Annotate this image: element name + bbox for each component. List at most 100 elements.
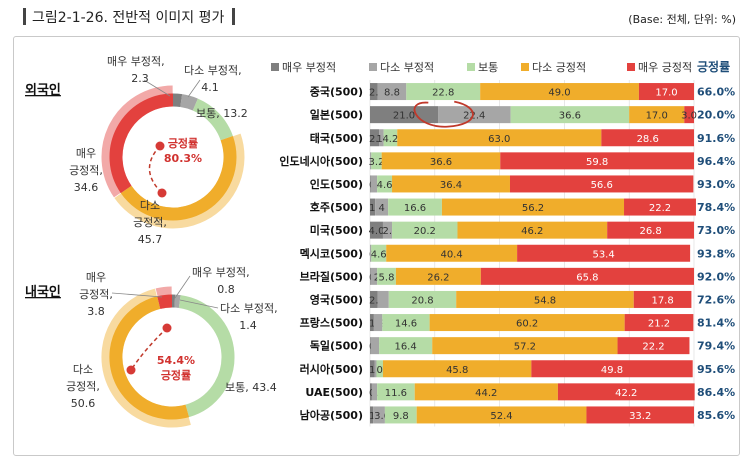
donut-center-value: 54.4% (157, 354, 195, 367)
legend-swatch-보통 (467, 63, 475, 71)
category-label: 일본(500) (310, 108, 363, 122)
donut-segment-보통 (178, 295, 235, 418)
title-bar-left (23, 8, 26, 25)
data-label: 44.2 (475, 388, 497, 399)
data-label: 20.2 (414, 226, 436, 237)
bar-segment-보통 (371, 152, 382, 170)
donut-label: 3.8 (87, 305, 105, 318)
data-label: 16.6 (404, 203, 426, 214)
donut-title: 외국인 (25, 82, 61, 98)
rate-value: 93.8% (697, 247, 735, 260)
legend-label-매우 긍정적: 매우 긍정적 (638, 61, 692, 74)
bar-segment-매우 긍정적 (500, 152, 694, 170)
rate-value: 96.4% (697, 155, 735, 168)
data-label: 26.8 (639, 226, 661, 237)
bar-segment-다소 긍정적 (429, 314, 625, 332)
category-label: UAE(500) (305, 386, 363, 399)
donut-dashed-connector (148, 145, 163, 194)
data-label: 45.8 (446, 365, 468, 376)
bar-segment-다소 부정적 (377, 83, 407, 101)
bar-segment-보통 (392, 221, 458, 239)
bar-segment-매우 부정적 (370, 290, 378, 308)
donut-label: 보통, 13.2 (196, 107, 248, 120)
donut-label: 매우 부정적, (192, 266, 250, 279)
rate-value: 86.4% (697, 386, 735, 399)
data-label: 5.8 (379, 272, 395, 283)
bar-segment-매우 부정적 (370, 198, 376, 216)
bar-segment-보통 (376, 360, 383, 378)
donut-label: 1.4 (239, 319, 257, 332)
data-label: 22.4 (463, 111, 485, 122)
data-label: 3.0 (681, 111, 697, 122)
category-label: 러시아(500) (300, 362, 363, 376)
legend-label-다소 부정적: 다소 부정적 (380, 61, 434, 74)
legend-label-보통: 보통 (478, 61, 498, 74)
bar-segment-매우 긍정적 (586, 406, 694, 424)
data-label: 36.6 (559, 111, 581, 122)
data-label: 22.2 (642, 342, 664, 353)
bar-segment-다소 부정적 (370, 244, 372, 262)
bar-segment-다소 부정적 (382, 221, 393, 239)
category-label: 멕시코(500) (300, 246, 363, 260)
chart-frame (13, 36, 740, 456)
data-label: 33.2 (629, 411, 651, 422)
donut-leader-line (179, 299, 219, 309)
data-label: 56.2 (522, 203, 544, 214)
donut-label: 긍정적, (133, 216, 167, 229)
bar-segment-다소 긍정적 (381, 152, 501, 170)
bar-segment-보통 (382, 314, 430, 332)
donut-label: 매우 (76, 147, 96, 160)
data-label: 40.4 (440, 249, 462, 260)
data-label: 9.8 (393, 411, 409, 422)
rate-header: 긍정률 (697, 59, 730, 74)
bar-segment-매우 긍정적 (624, 314, 694, 332)
data-label: 17.0 (646, 111, 668, 122)
data-label: 46.2 (521, 226, 543, 237)
legend-label-다소 긍정적: 다소 긍정적 (532, 61, 586, 74)
donut-dot (162, 323, 172, 333)
rate-value: 92.0% (697, 270, 735, 283)
bar-segment-보통 (510, 106, 630, 124)
donut-dot (155, 141, 165, 151)
rate-value: 72.6% (697, 293, 735, 306)
donut-label: 긍정적, (79, 288, 113, 301)
donut-label: 34.6 (74, 181, 99, 194)
bar-segment-보통 (377, 383, 415, 401)
bar-segment-보통 (406, 83, 481, 101)
data-label: 2.8 (369, 134, 385, 145)
legend-swatch-매우 부정적 (271, 63, 279, 71)
data-label: 21.2 (648, 319, 670, 330)
donut-label: 긍정적, (69, 164, 103, 177)
donut-center-value: 80.3% (164, 152, 202, 165)
category-label: 호주(500) (310, 200, 363, 214)
donut-title: 내국인 (25, 284, 61, 300)
data-label: 2 (374, 272, 380, 283)
data-label: 4.0 (369, 226, 385, 237)
legend-swatch-다소 긍정적 (521, 63, 529, 71)
data-label: 42.2 (615, 388, 637, 399)
bar-segment-다소 부정적 (375, 198, 389, 216)
data-label: 21.0 (393, 111, 415, 122)
donut-label: 2.3 (131, 72, 149, 85)
donut-segment-다소 긍정적 (120, 135, 237, 221)
bar-segment-매우 긍정적 (607, 221, 694, 239)
bar-segment-매우 긍정적 (617, 337, 690, 355)
bar-segment-매우 긍정적 (517, 244, 691, 262)
data-label: 56.6 (591, 180, 613, 191)
bar-segment-매우 긍정적 (684, 106, 694, 124)
bar-segment-다소 긍정적 (457, 221, 608, 239)
bar-segment-매우 부정적 (370, 83, 378, 101)
data-label: 36.4 (440, 180, 462, 191)
bar-segment-다소 긍정적 (414, 383, 558, 401)
bar-segment-다소 부정적 (438, 106, 511, 124)
data-label: 16.4 (394, 342, 416, 353)
bar-segment-매우 긍정적 (633, 290, 692, 308)
bar-segment-매우 부정적 (370, 175, 371, 193)
bar-segment-다소 부정적 (377, 290, 389, 308)
bar-segment-매우 부정적 (370, 383, 372, 401)
donut-segment-매우 긍정적 (109, 93, 174, 194)
bar-segment-다소 긍정적 (395, 267, 481, 285)
rate-value: 79.4% (697, 340, 735, 353)
